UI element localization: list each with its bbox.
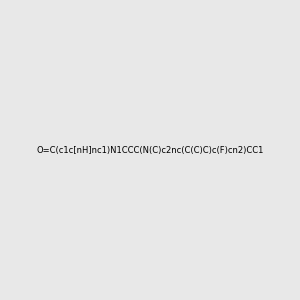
Text: O=C(c1c[nH]nc1)N1CCC(N(C)c2nc(C(C)C)c(F)cn2)CC1: O=C(c1c[nH]nc1)N1CCC(N(C)c2nc(C(C)C)c(F)…: [36, 146, 264, 154]
